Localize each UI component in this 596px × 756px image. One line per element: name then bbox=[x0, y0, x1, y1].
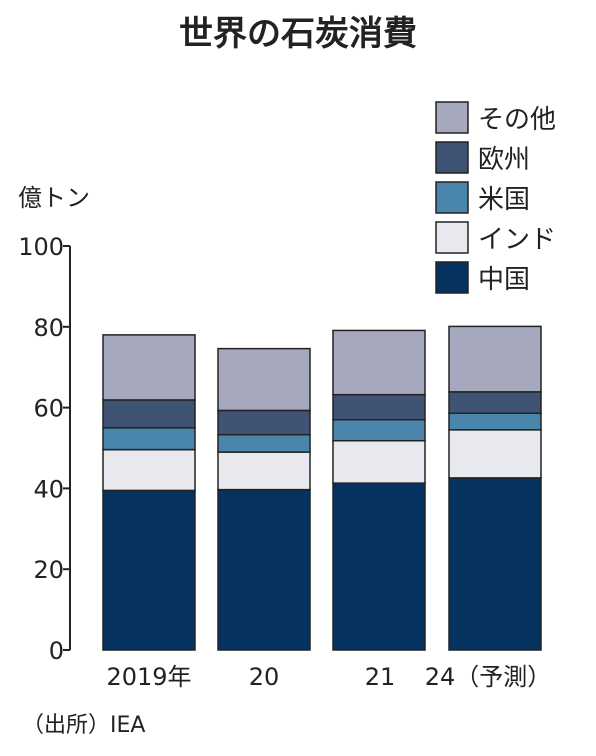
y-tick-label: 0 bbox=[49, 637, 64, 665]
bar-segment bbox=[332, 418, 426, 442]
source-note: （出所）IEA bbox=[22, 713, 145, 738]
legend-label: その他 bbox=[478, 105, 556, 135]
bar-segment bbox=[448, 325, 542, 393]
bar-segment bbox=[217, 347, 311, 412]
bar-segment bbox=[217, 433, 311, 453]
x-category-label: 24（予測） bbox=[425, 663, 552, 691]
bar-segment bbox=[448, 391, 542, 415]
x-category-label: 2019年 bbox=[106, 663, 191, 691]
y-tick-label: 20 bbox=[33, 556, 64, 584]
legend-swatch bbox=[435, 261, 469, 294]
y-axis-unit-label: 億トン bbox=[18, 184, 90, 212]
plot-area: 0 20 40 60 80 100 2019年 20 21 24（予測） bbox=[18, 233, 551, 691]
y-tick-label: 60 bbox=[33, 395, 64, 423]
bar-segment bbox=[448, 477, 542, 651]
bar-segment bbox=[102, 334, 196, 401]
legend-swatch bbox=[435, 101, 469, 134]
bar-segment bbox=[217, 409, 311, 436]
bar-segment bbox=[102, 489, 196, 651]
bar-segment bbox=[102, 448, 196, 492]
bar-segment bbox=[448, 429, 542, 479]
y-tick-label: 80 bbox=[33, 314, 64, 342]
bar-segment bbox=[448, 412, 542, 431]
bar-segment bbox=[102, 399, 196, 429]
bar-segment bbox=[332, 393, 426, 421]
y-tick-label: 40 bbox=[33, 475, 64, 503]
bar-segment bbox=[332, 439, 426, 484]
x-category-label: 21 bbox=[365, 663, 396, 691]
legend-swatch bbox=[435, 181, 469, 214]
bar-segment bbox=[332, 329, 426, 396]
bar-segment bbox=[332, 482, 426, 651]
legend-label: 欧州 bbox=[478, 145, 530, 175]
legend-label: 中国 bbox=[478, 265, 530, 295]
legend-swatch bbox=[435, 141, 469, 174]
bar-segment bbox=[217, 451, 311, 491]
bar-segment bbox=[217, 488, 311, 651]
legend-swatch bbox=[435, 221, 469, 254]
legend-label: インド bbox=[478, 225, 556, 255]
x-category-label: 20 bbox=[249, 663, 280, 691]
legend-label: 米国 bbox=[478, 185, 530, 215]
chart-title: 世界の石炭消費 bbox=[179, 14, 417, 54]
y-tick-label: 100 bbox=[18, 233, 64, 261]
bar-segment bbox=[102, 427, 196, 451]
